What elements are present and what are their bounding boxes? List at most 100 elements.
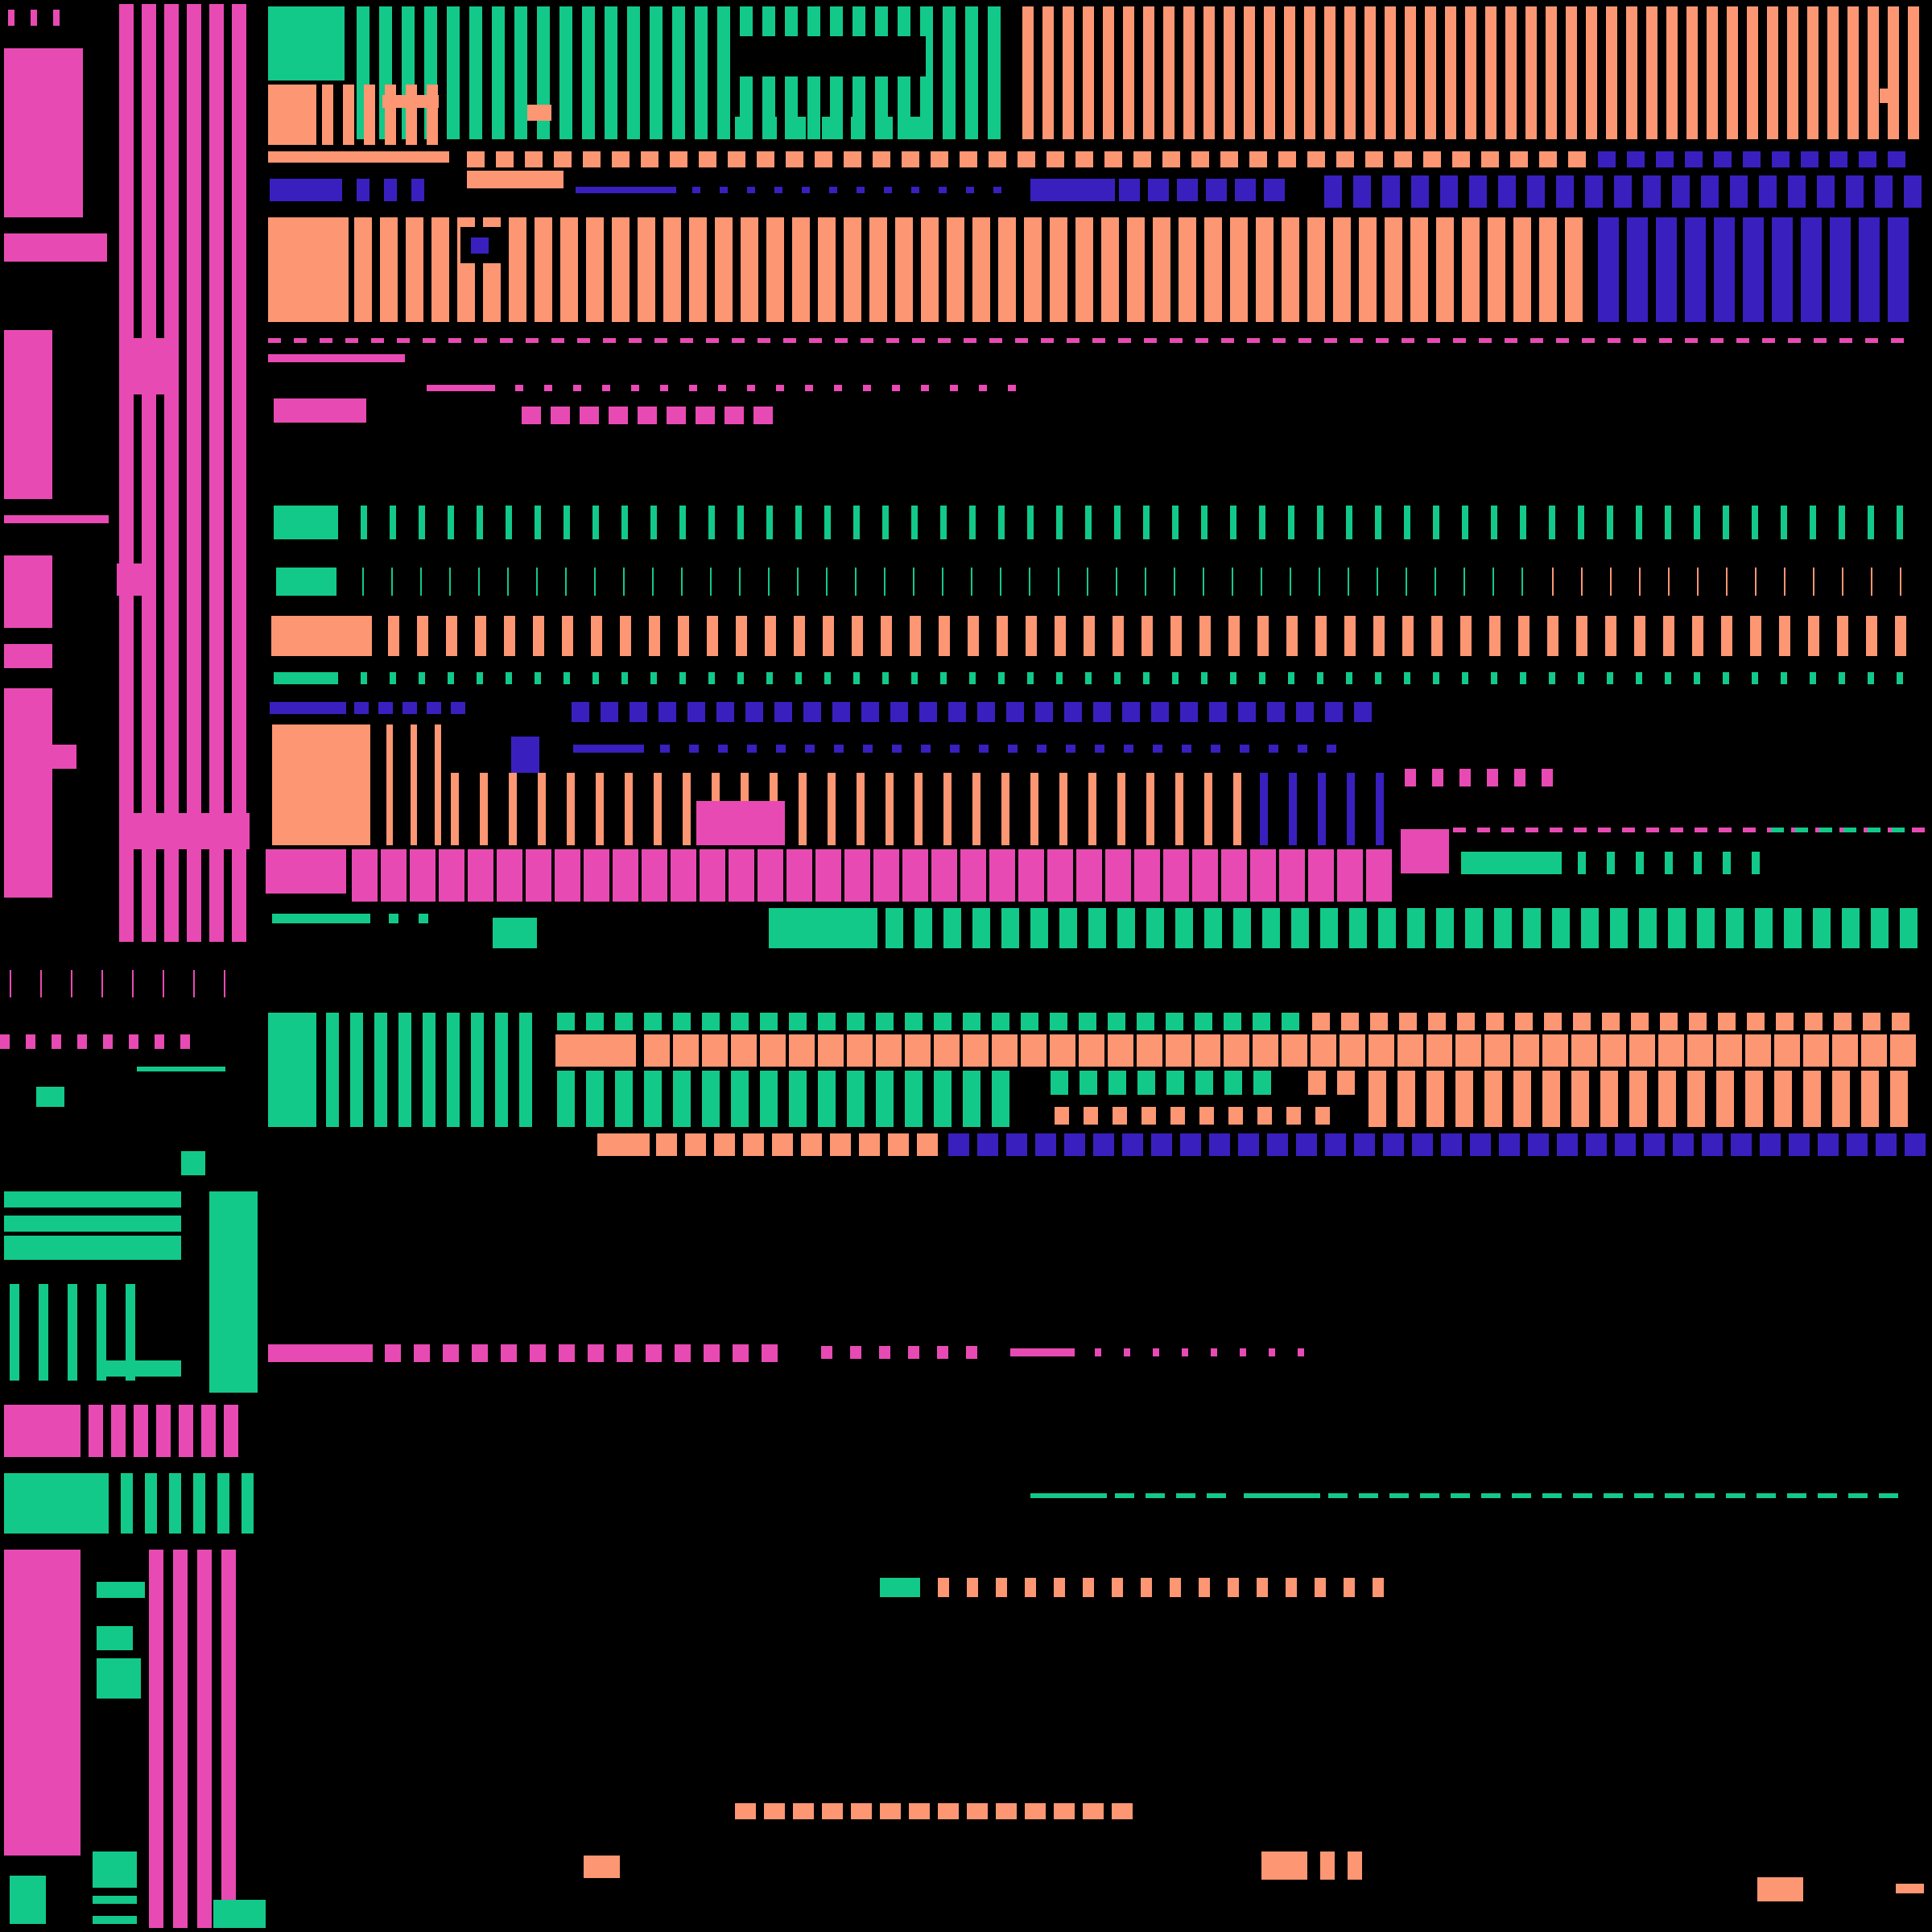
- green-panel: [93, 1896, 137, 1904]
- green-column-bar: [695, 6, 708, 139]
- green-column-bar: [605, 6, 617, 139]
- salmon-column-bar: [1175, 773, 1183, 845]
- pink-panel: [4, 1550, 80, 1856]
- indigo-dash: [1037, 745, 1046, 753]
- salmon-square: [1365, 151, 1383, 167]
- pink-square: [385, 1344, 401, 1362]
- indigo-dash: [921, 745, 931, 753]
- salmon-square: [1718, 1013, 1736, 1030]
- salmon-column-bar: [386, 724, 393, 845]
- pink-dash: [26, 1034, 35, 1049]
- salmon-column-bar: [1687, 1071, 1705, 1127]
- salmon-column-bar: [567, 773, 575, 845]
- green-tick-thin: [391, 568, 393, 596]
- green-tick-thin: [1290, 568, 1291, 596]
- green-column-bar: [876, 1071, 894, 1127]
- salmon-square: [1307, 151, 1325, 167]
- salmon-column-bar: [504, 616, 515, 656]
- indigo-column-bar: [1498, 175, 1516, 208]
- indigo-column-bar: [1830, 217, 1851, 322]
- indigo-dash: [829, 187, 837, 193]
- salmon-square: [1747, 1013, 1765, 1030]
- pink-square: [850, 1346, 861, 1359]
- salmon-column-bar: [760, 1034, 786, 1067]
- pink-dash: [835, 338, 848, 343]
- salmon-column-bar: [998, 217, 1016, 322]
- pink-panel: [4, 1405, 80, 1457]
- salmon-square: [1452, 151, 1470, 167]
- salmon-column-bar: [1868, 6, 1879, 139]
- green-tick-thin: [1463, 568, 1465, 596]
- pink-dash: [680, 338, 693, 343]
- green-column-bar: [1900, 908, 1918, 948]
- green-tick: [1607, 506, 1613, 539]
- salmon-tick-thin: [1726, 568, 1728, 596]
- indigo-square: [1206, 179, 1227, 201]
- salmon-square: [1055, 1107, 1069, 1125]
- green-tick-thin: [652, 568, 654, 596]
- green-tick: [1607, 852, 1615, 874]
- salmon-column-bar: [1745, 1071, 1763, 1127]
- pink-column-bar: [156, 1405, 171, 1457]
- salmon-column-bar: [1586, 6, 1597, 139]
- salmon-column-bar: [538, 773, 546, 845]
- salmon-square: [685, 1133, 706, 1156]
- pink-square: [937, 1346, 948, 1359]
- green-tick: [766, 506, 773, 539]
- salmon-column-bar: [1054, 1578, 1065, 1597]
- green-tick: [1549, 506, 1555, 539]
- green-column-bar: [1697, 908, 1715, 948]
- salmon-column-bar: [1692, 616, 1703, 656]
- salmon-column-bar: [1304, 6, 1315, 139]
- salmon-column-bar: [388, 616, 399, 656]
- salmon-square: [1602, 1013, 1620, 1030]
- green-dash: [1542, 1493, 1562, 1498]
- salmon-column-bar: [1153, 217, 1170, 322]
- salmon-column-bar: [673, 1034, 699, 1067]
- mask: [733, 36, 926, 76]
- salmon-column-bar: [1807, 6, 1818, 139]
- green-tick: [911, 506, 918, 539]
- green-square: [557, 1013, 575, 1030]
- salmon-column-bar: [620, 616, 631, 656]
- pink-panel: [4, 330, 52, 499]
- green-panel: [97, 1626, 133, 1650]
- pink-column-bar: [1163, 849, 1189, 902]
- salmon-chip: [382, 95, 439, 108]
- salmon-column-bar: [1113, 616, 1124, 656]
- indigo-square: [1383, 1133, 1404, 1156]
- salmon-square: [1025, 1803, 1046, 1819]
- indigo-column-bar: [1614, 175, 1632, 208]
- salmon-square: [1337, 1071, 1355, 1095]
- pink-square: [609, 407, 628, 424]
- pink-dash: [660, 385, 668, 391]
- salmon-square: [1481, 151, 1499, 167]
- salmon-tick-thin: [1697, 568, 1699, 596]
- pink-dash: [689, 385, 697, 391]
- salmon-square: [873, 151, 890, 167]
- salmon-column-bar: [1426, 1071, 1444, 1127]
- salmon-column-bar: [1101, 217, 1119, 322]
- salmon-column-bar: [385, 85, 396, 145]
- green-tick-thin: [420, 568, 422, 596]
- indigo-chip: [471, 237, 489, 254]
- green-tick: [824, 506, 831, 539]
- salmon-square: [909, 1803, 930, 1819]
- pink-column-bar: [613, 849, 638, 902]
- salmon-column-bar: [881, 616, 892, 656]
- green-column-bar: [469, 6, 482, 139]
- pink-column-bar: [119, 4, 134, 942]
- salmon-column-bar: [596, 773, 604, 845]
- green-dash: [1771, 828, 1784, 832]
- green-column-bar: [972, 908, 990, 948]
- salmon-column-bar: [1170, 1578, 1181, 1597]
- indigo-square: [890, 702, 908, 722]
- green-column-bar: [702, 1071, 720, 1127]
- pink-dash: [129, 1034, 138, 1049]
- green-tick: [361, 672, 367, 684]
- green-column-bar: [1320, 908, 1338, 948]
- green-column-bar: [447, 6, 460, 139]
- salmon-column-bar: [1344, 1578, 1355, 1597]
- indigo-dash: [805, 745, 815, 753]
- green-tick: [564, 672, 570, 684]
